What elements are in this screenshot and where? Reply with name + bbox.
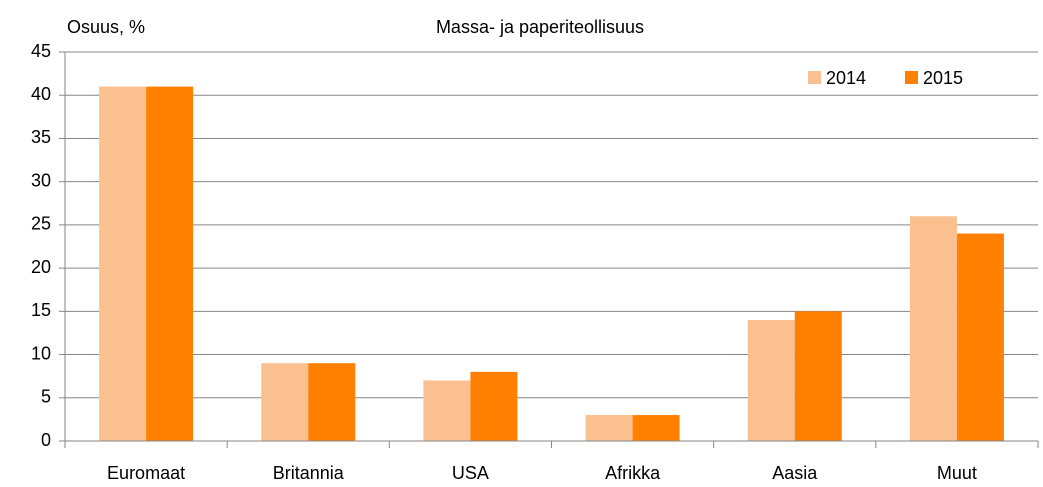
y-tick-label: 30	[31, 170, 51, 190]
x-tick-label: Afrikka	[605, 463, 661, 483]
y-tick-label: 5	[41, 387, 51, 407]
bar	[909, 216, 957, 441]
x-tick-label: Euromaat	[107, 463, 185, 483]
legend-label: 2014	[826, 68, 866, 88]
y-tick-label: 15	[31, 300, 51, 320]
y-tick-label: 20	[31, 257, 51, 277]
y-tick-label: 0	[41, 430, 51, 450]
y-tick-label: 45	[31, 41, 51, 61]
bar	[956, 233, 1004, 441]
y-tick-label: 40	[31, 84, 51, 104]
legend-swatch	[905, 71, 918, 84]
y-axis-label: Osuus, %	[67, 17, 145, 37]
y-tick-label: 25	[31, 214, 51, 234]
bar	[632, 415, 680, 441]
bar	[585, 415, 633, 441]
chart-title: Massa- ja paperiteollisuus	[436, 17, 644, 37]
x-tick-label: Aasia	[772, 463, 818, 483]
y-tick-label: 10	[31, 343, 51, 363]
x-tick-label: USA	[452, 463, 489, 483]
bar	[794, 311, 842, 441]
legend-label: 2015	[923, 68, 963, 88]
bar	[146, 86, 194, 442]
bar	[308, 363, 356, 441]
x-tick-label: Britannia	[273, 463, 345, 483]
x-tick-label: Muut	[937, 463, 977, 483]
bar	[99, 86, 147, 442]
legend-swatch	[808, 71, 821, 84]
bar	[261, 363, 309, 441]
bar	[470, 371, 518, 441]
bar	[423, 380, 471, 441]
y-tick-label: 35	[31, 127, 51, 147]
bar	[747, 319, 795, 441]
